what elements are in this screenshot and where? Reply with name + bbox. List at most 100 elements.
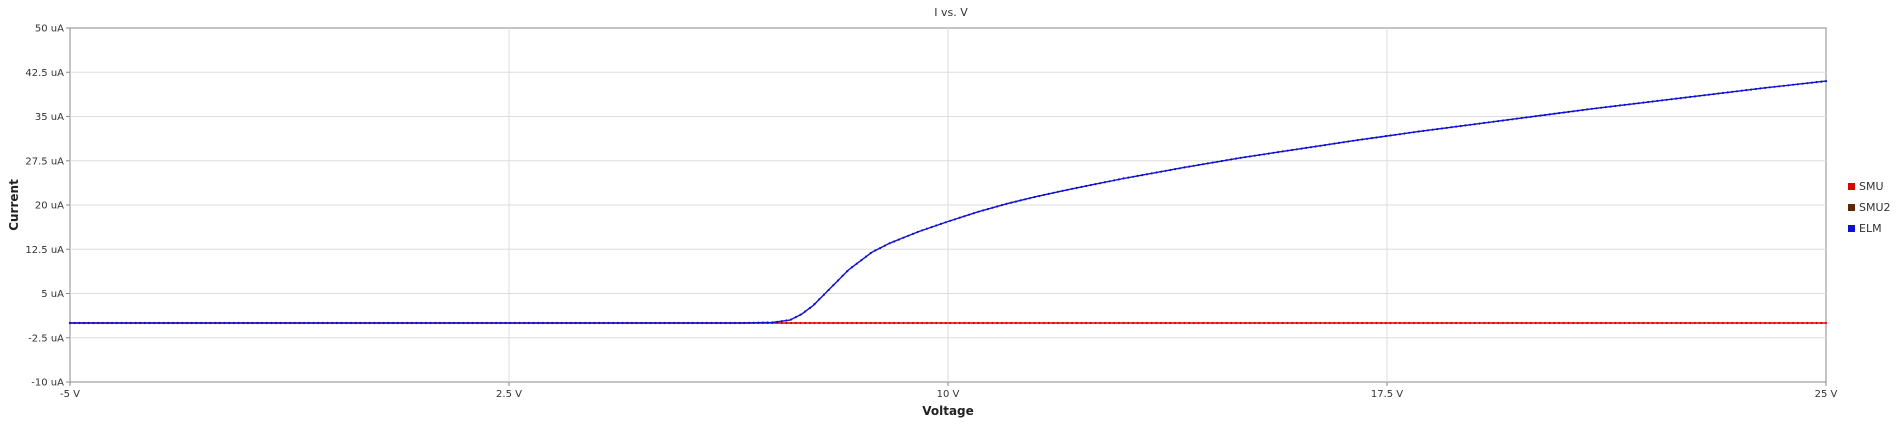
data-point: [1581, 321, 1584, 325]
data-point: [190, 321, 193, 325]
legend-label: SMU2: [1859, 201, 1891, 214]
data-point: [1375, 136, 1378, 139]
data-point: [1352, 139, 1355, 142]
data-point: [1754, 321, 1757, 325]
data-point: [1656, 99, 1659, 102]
data-point: [1000, 321, 1004, 325]
data-point: [1637, 321, 1640, 325]
data-point: [1403, 132, 1406, 135]
data-point: [1745, 89, 1748, 92]
data-point: [1782, 84, 1785, 87]
data-point: [1117, 178, 1120, 181]
data-point: [1291, 321, 1294, 325]
data-point: [120, 321, 123, 325]
data-point: [958, 321, 961, 325]
data-point: [776, 320, 779, 323]
data-point: [1623, 321, 1626, 325]
data-point: [1515, 117, 1518, 120]
data-point: [1511, 118, 1514, 121]
data-point: [874, 321, 877, 325]
series-layer: [68, 80, 1828, 325]
data-point: [1206, 162, 1209, 165]
data-point: [916, 230, 919, 234]
data-point: [101, 321, 104, 325]
data-point: [1806, 321, 1809, 325]
data-point: [1145, 321, 1149, 325]
data-point: [1735, 321, 1739, 325]
data-point: [1155, 321, 1158, 325]
data-point: [1164, 169, 1167, 172]
data-point: [298, 321, 301, 325]
data-point: [373, 321, 376, 325]
data-point: [1759, 321, 1762, 325]
data-point: [799, 313, 802, 316]
data-point: [1314, 145, 1317, 148]
data-point: [1305, 321, 1308, 325]
data-point: [850, 321, 854, 325]
data-point: [939, 321, 943, 325]
data-point: [1197, 163, 1200, 167]
data-point: [1202, 163, 1205, 166]
data-point: [1384, 135, 1387, 138]
data-point: [1174, 168, 1177, 171]
data-point: [944, 221, 947, 224]
data-point: [251, 321, 254, 325]
data-point: [855, 321, 858, 325]
data-point: [813, 303, 816, 306]
data-point: [677, 321, 680, 325]
data-point: [574, 321, 577, 325]
data-point: [1731, 90, 1734, 93]
data-point: [1450, 321, 1453, 325]
data-point: [111, 321, 114, 325]
data-point: [1314, 321, 1317, 325]
data-point: [1342, 321, 1345, 325]
data-point: [125, 321, 128, 325]
y-axis-title: Current: [7, 179, 21, 231]
data-point: [668, 321, 671, 325]
data-point: [1047, 192, 1050, 195]
data-point: [312, 321, 315, 325]
data-point: [1127, 321, 1130, 325]
data-point: [1426, 321, 1430, 325]
data-point: [462, 321, 465, 325]
data-point: [1356, 321, 1359, 325]
data-point: [1113, 321, 1116, 325]
data-point: [869, 321, 872, 325]
data-point: [743, 321, 746, 325]
data-point: [1108, 180, 1111, 183]
data-point: [963, 215, 966, 218]
data-point: [1647, 321, 1650, 325]
data-point: [1150, 172, 1153, 175]
data-point: [1136, 321, 1139, 325]
data-point: [1529, 115, 1533, 118]
data-point: [1188, 165, 1191, 168]
data-point: [804, 321, 807, 325]
data-point: [1824, 80, 1828, 83]
data-point: [1534, 321, 1537, 325]
data-point: [972, 212, 975, 215]
data-point: [326, 321, 329, 325]
data-point: [1656, 321, 1659, 325]
data-point: [260, 321, 264, 325]
data-point: [1094, 321, 1097, 325]
data-point: [1239, 321, 1242, 325]
data-point: [1408, 131, 1411, 134]
data-point: [1323, 321, 1327, 325]
data-point: [902, 321, 905, 325]
data-point: [1150, 321, 1153, 325]
data-point: [949, 219, 952, 222]
data-point: [925, 227, 929, 230]
data-point: [186, 321, 189, 325]
data-point: [1347, 140, 1350, 143]
data-point: [1651, 321, 1654, 325]
data-point: [1661, 321, 1664, 325]
data-point: [1412, 321, 1415, 325]
data-point: [1258, 153, 1261, 157]
data-point: [471, 321, 474, 325]
data-point: [1071, 187, 1074, 190]
data-point: [996, 205, 999, 208]
data-point: [888, 321, 891, 325]
data-point: [1085, 184, 1088, 188]
data-point: [1773, 85, 1776, 88]
